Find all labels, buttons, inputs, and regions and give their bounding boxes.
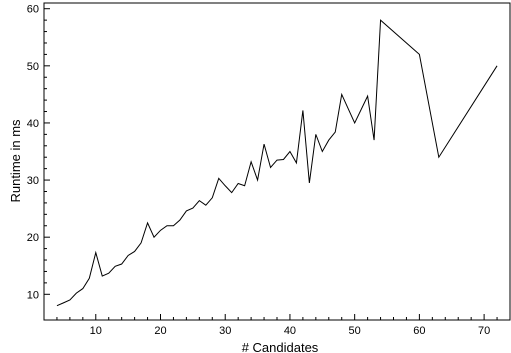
y-axis-title: Runtime in ms [8, 119, 23, 203]
x-axis-title: # Candidates [242, 340, 319, 353]
runtime-series-line [56, 19, 498, 307]
y-tick-label: 60 [27, 4, 39, 16]
x-tick-label: 30 [219, 325, 231, 337]
y-tick-label: 30 [27, 175, 39, 187]
x-axis: 10 20 30 40 50 60 70 [56, 314, 511, 337]
plot-frame [43, 2, 511, 321]
x-tick-label: 40 [284, 325, 296, 337]
x-tick-label: 20 [154, 325, 166, 337]
y-tick-label: 40 [27, 118, 39, 130]
x-tick-label: 50 [349, 325, 361, 337]
x-tick-label: 70 [478, 325, 490, 337]
y-axis: 10 20 30 40 50 60 [27, 4, 50, 301]
y-tick-label: 20 [27, 232, 39, 244]
y-tick-label: 50 [27, 61, 39, 73]
x-tick-label: 10 [90, 325, 102, 337]
x-tick-label: 60 [413, 325, 425, 337]
y-tick-label: 10 [27, 289, 39, 301]
